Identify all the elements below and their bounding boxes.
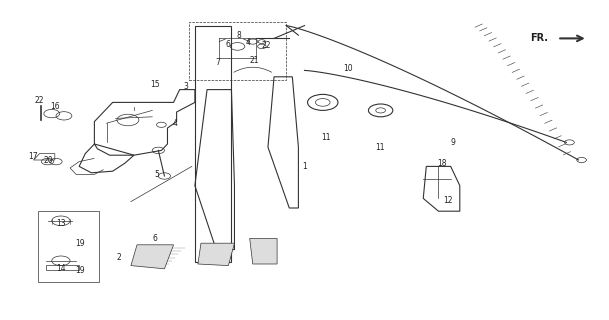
Text: 1: 1 [302,162,307,171]
Text: 5: 5 [155,170,160,179]
Text: 2: 2 [116,253,121,262]
Text: 6: 6 [153,234,158,243]
Text: 22: 22 [261,41,271,50]
Text: 17: 17 [29,152,38,161]
Text: 11: 11 [375,143,385,152]
Text: 19: 19 [76,266,85,275]
Text: 19: 19 [76,239,85,248]
Text: 20: 20 [44,156,54,165]
Text: 18: 18 [437,159,446,168]
Text: 14: 14 [56,264,66,273]
Text: 10: 10 [343,64,353,73]
Text: 22: 22 [35,96,44,105]
Text: 13: 13 [56,220,66,228]
Polygon shape [131,245,174,269]
Text: 21: 21 [250,56,259,65]
Text: 4: 4 [245,38,250,47]
Text: FR.: FR. [530,33,548,44]
Text: 8: 8 [237,31,242,40]
Text: 16: 16 [50,102,60,111]
Text: 15: 15 [150,80,160,89]
Text: 12: 12 [443,196,452,204]
Polygon shape [198,243,234,266]
Text: 6: 6 [226,40,231,49]
Polygon shape [250,238,277,264]
Text: 3: 3 [183,82,188,91]
Text: 4: 4 [172,119,177,128]
Text: 11: 11 [321,133,331,142]
Text: 9: 9 [450,138,455,147]
Text: 7: 7 [216,58,220,67]
